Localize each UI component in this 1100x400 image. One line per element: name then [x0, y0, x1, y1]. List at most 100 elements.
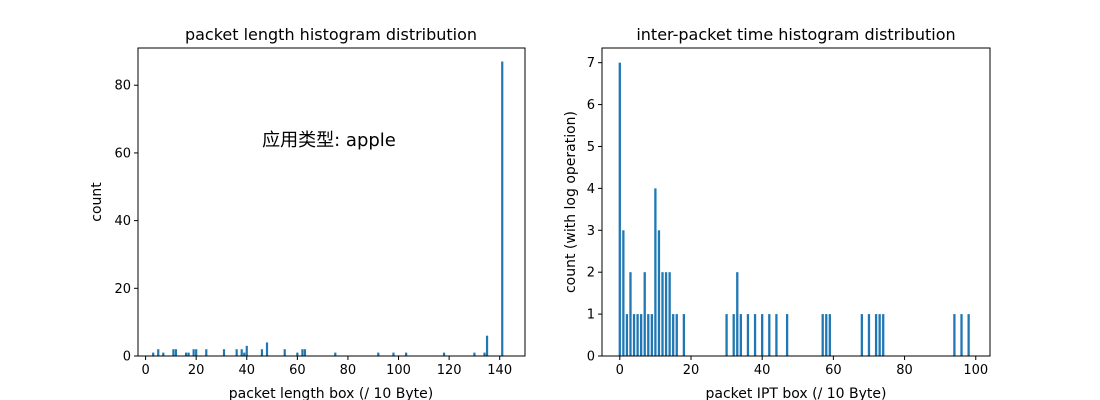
bar-23 — [392, 352, 395, 356]
bar-26 — [473, 352, 476, 356]
y-tick-label: 4 — [587, 182, 595, 197]
bar-12 — [240, 349, 243, 356]
bar-11 — [657, 230, 661, 356]
x-tick-label: 60 — [825, 363, 842, 378]
bar-18 — [725, 314, 728, 356]
bar-38 — [967, 314, 970, 356]
bar-8 — [647, 314, 650, 356]
bar-1 — [157, 349, 160, 356]
bar-10 — [654, 188, 657, 356]
bar-26 — [775, 314, 778, 356]
bar-7 — [192, 349, 195, 356]
bar-20 — [303, 349, 307, 356]
bar-5 — [184, 352, 188, 356]
x-tick-label: 40 — [754, 363, 771, 378]
y-tick-label: 3 — [587, 224, 595, 239]
x-tick-label: 20 — [683, 363, 700, 378]
bar-29 — [501, 61, 504, 356]
bar-27 — [483, 352, 486, 356]
bar-23 — [753, 314, 757, 356]
x-tick-label: 100 — [963, 363, 988, 378]
bar-18 — [296, 352, 299, 356]
y-tick-label: 7 — [587, 56, 595, 71]
y-axis-label: count — [89, 182, 105, 222]
y-axis-label: count (with log operation) — [563, 111, 579, 293]
plot-frame — [601, 47, 991, 357]
x-axis-label: packet IPT box (/ 10 Byte) — [705, 386, 886, 400]
bar-13 — [243, 352, 246, 356]
x-tick-label: 0 — [616, 363, 624, 378]
bar-4 — [174, 349, 178, 356]
y-tick-label: 40 — [114, 214, 131, 229]
bar-17 — [283, 349, 286, 356]
x-tick-label: 60 — [289, 363, 306, 378]
bar-28 — [821, 314, 824, 356]
bar-16 — [675, 314, 678, 356]
chart-inter-packet-time: inter-packet time histogram distribution… — [563, 25, 991, 400]
bar-14 — [245, 345, 248, 356]
x-tick-label: 40 — [238, 363, 255, 378]
chart-annotation: 应用类型: apple — [262, 130, 396, 151]
y-tick-label: 20 — [114, 282, 131, 297]
bar-19 — [301, 349, 304, 356]
y-tick-label: 5 — [587, 140, 595, 155]
bar-0 — [152, 352, 155, 356]
bar-29 — [825, 314, 828, 356]
bar-14 — [668, 272, 671, 356]
y-tick-label: 1 — [587, 308, 595, 323]
bar-6 — [187, 352, 190, 356]
bar-22 — [746, 314, 750, 356]
bar-24 — [405, 352, 408, 356]
x-axis-label: packet length box (/ 10 Byte) — [229, 386, 434, 400]
y-tick-label: 2 — [587, 266, 595, 281]
bar-31 — [860, 314, 863, 356]
bar-21 — [334, 352, 337, 356]
x-tick-label: 80 — [896, 363, 913, 378]
bar-34 — [878, 314, 881, 356]
x-tick-label: 140 — [487, 363, 512, 378]
bar-32 — [867, 314, 871, 356]
bar-9 — [650, 314, 653, 356]
bar-6 — [640, 314, 643, 356]
chart-packet-length: packet length histogram distribution 应用类… — [89, 25, 526, 400]
y-tick-label: 6 — [587, 98, 595, 113]
bar-20 — [736, 272, 739, 356]
bar-10 — [222, 349, 226, 356]
bar-35 — [882, 314, 885, 356]
bar-8 — [195, 349, 198, 356]
bar-5 — [636, 314, 639, 356]
bar-24 — [761, 314, 764, 356]
plot-frame — [137, 47, 526, 357]
bar-21 — [739, 314, 742, 356]
bar-2 — [162, 352, 165, 356]
x-tick-label: 0 — [141, 363, 149, 378]
y-tick-label: 80 — [114, 79, 131, 94]
bar-12 — [661, 272, 664, 356]
bar-19 — [732, 314, 735, 356]
x-tick-label: 80 — [340, 363, 357, 378]
bar-15 — [672, 314, 675, 356]
bar-17 — [682, 314, 686, 356]
bar-3 — [172, 349, 175, 356]
bar-4 — [632, 314, 636, 356]
bar-15 — [260, 349, 264, 356]
y-tick-label: 0 — [123, 350, 131, 365]
bar-28 — [485, 335, 489, 356]
x-tick-label: 120 — [437, 363, 462, 378]
bar-36 — [953, 314, 956, 356]
bar-7 — [643, 272, 646, 356]
y-tick-label: 60 — [114, 146, 131, 161]
bar-22 — [377, 352, 380, 356]
chart-title: inter-packet time histogram distribution — [636, 25, 955, 44]
bar-9 — [205, 349, 208, 356]
chart-title: packet length histogram distribution — [185, 25, 477, 44]
bar-30 — [828, 314, 831, 356]
bar-27 — [785, 314, 789, 356]
x-tick-label: 20 — [188, 363, 205, 378]
bar-25 — [768, 314, 771, 356]
bar-3 — [629, 272, 632, 356]
bar-25 — [442, 352, 446, 356]
bar-11 — [235, 349, 238, 356]
bar-37 — [960, 314, 963, 356]
